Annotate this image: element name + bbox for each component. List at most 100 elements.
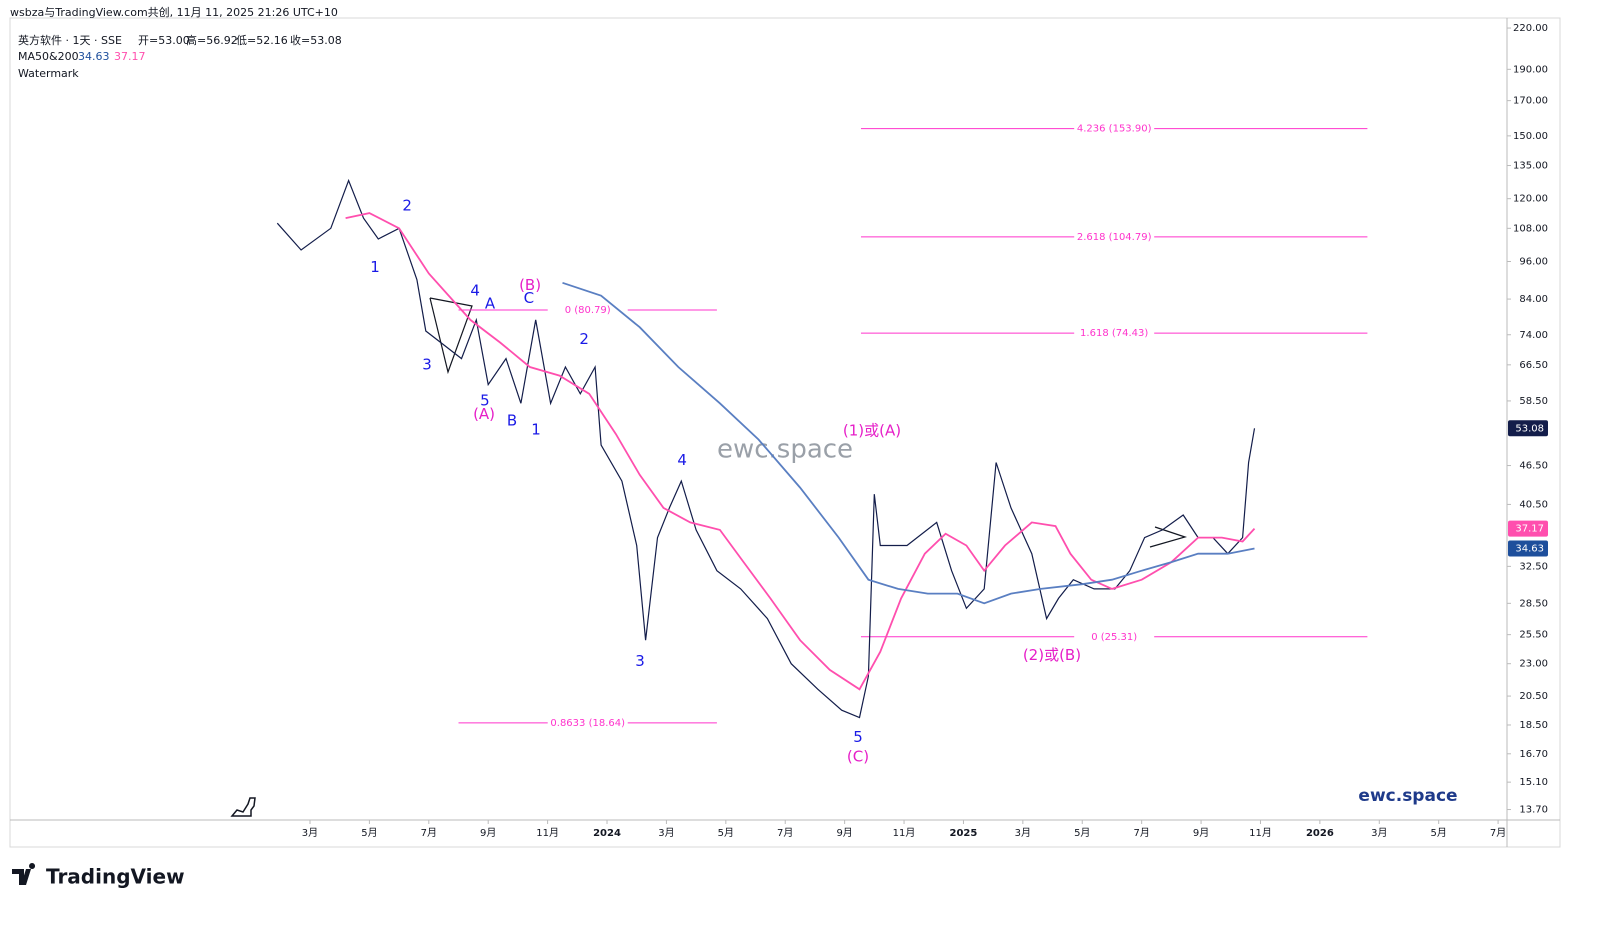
x-tick-label: 11月 [893, 827, 916, 839]
indicator-name: MA50&200 [18, 50, 79, 63]
series-line [562, 281, 1255, 605]
fib-label: 0 (25.31) [1091, 632, 1137, 643]
x-tick-label: 3月 [302, 827, 318, 839]
wave-label: (2)或(B) [1023, 646, 1081, 664]
x-tick-label: 9月 [1193, 827, 1209, 839]
wave-label: (C) [847, 748, 869, 766]
wave-label: 2 [402, 196, 412, 214]
triangle-patterns [429, 297, 1188, 548]
ohlc-close: 收=53.08 [290, 33, 342, 47]
y-tick-label: 15.10 [1519, 777, 1548, 788]
x-tick-label: 9月 [836, 827, 852, 839]
x-tick-label: 5月 [361, 827, 377, 839]
legend-ma200: 34.63 [78, 50, 110, 63]
triangle [1149, 526, 1188, 548]
logo-mark [12, 863, 36, 885]
ohlc-high: 高=56.92 [186, 33, 238, 47]
y-tick-label: 40.50 [1519, 499, 1548, 510]
wave-label: 3 [635, 652, 645, 670]
wave-label: (1)或(A) [843, 421, 901, 439]
y-tick-label: 170.00 [1513, 96, 1548, 107]
y-tick-label: 150.00 [1513, 131, 1548, 142]
frame [9, 17, 1561, 848]
dino-icon [230, 797, 256, 817]
fib-label: 0.8633 (18.64) [550, 718, 625, 729]
x-tick-label: 5月 [718, 827, 734, 839]
y-tick-label: 23.00 [1519, 659, 1548, 670]
wave-label: B [507, 411, 517, 429]
x-tick-label: 11月 [1249, 827, 1272, 839]
y-tick-label: 13.70 [1519, 805, 1548, 816]
price-tag [1508, 540, 1548, 557]
fib-label-bg [1074, 230, 1155, 243]
y-tick-label: 108.00 [1513, 223, 1548, 234]
fib-label: 4.236 (153.90) [1077, 124, 1152, 135]
price-tag-label: 34.63 [1515, 544, 1544, 555]
x-tick-label: 11月 [536, 827, 559, 839]
x-tick-label: 2024 [593, 828, 621, 839]
wave-label: (A) [473, 405, 495, 423]
wave-label: 1 [531, 420, 541, 438]
x-tick-label: 3月 [658, 827, 674, 839]
y-tick-label: 74.00 [1519, 330, 1548, 341]
watermark: ewc.space [717, 435, 853, 465]
fib-label-bg [1074, 122, 1155, 135]
y-tick-label: 66.50 [1519, 360, 1548, 371]
fib-label: 0 (80.79) [565, 305, 611, 316]
y-tick-label: 84.00 [1519, 294, 1548, 305]
wave-label: 5 [853, 728, 863, 746]
y-tick-label: 28.50 [1519, 598, 1548, 609]
x-tick-label: 3月 [1015, 827, 1031, 839]
wave-label: (B) [519, 276, 541, 294]
attribution: wsbza与TradingView.com共创, 11月 11, 2025 21… [10, 6, 338, 19]
y-tick-label: 135.00 [1513, 161, 1548, 172]
price-tag [1508, 420, 1548, 437]
wave-label: 3 [422, 355, 432, 373]
y-tick-label: 120.00 [1513, 194, 1548, 205]
y-tick-label: 16.70 [1519, 749, 1548, 760]
fib-label-bg [547, 304, 628, 317]
x-tick-label: 7月 [421, 827, 437, 839]
footer-brand: TradingView [46, 865, 185, 889]
x-tick-label: 2025 [950, 828, 978, 839]
wave-label: 4 [470, 281, 480, 299]
x-tick-label: 5月 [1430, 827, 1446, 839]
y-tick-label: 25.50 [1519, 630, 1548, 641]
y-tick-label: 96.00 [1519, 256, 1548, 267]
brand-mark: ewc.space [1358, 786, 1457, 806]
symbol-title: 英方软件 · 1天 · SSE [18, 33, 122, 47]
y-tick-label: 32.50 [1519, 561, 1548, 572]
wave-label: A [485, 294, 496, 312]
y-tick-label: 46.50 [1519, 461, 1548, 472]
wave-label: 5 [480, 391, 490, 409]
triangle [429, 297, 473, 375]
x-tick-label: 7月 [777, 827, 793, 839]
x-tick-label: 3月 [1371, 827, 1387, 839]
ohlc-low: 低=52.16 [236, 34, 288, 47]
x-tick-label: 9月 [480, 827, 496, 839]
ohlc-open: 开=53.00 [138, 34, 190, 47]
x-tick-label: 7月 [1490, 827, 1506, 839]
wave-label: C [524, 289, 534, 307]
fib-label: 1.618 (74.43) [1080, 328, 1148, 339]
legend-ma50: 37.17 [114, 50, 146, 63]
legend-watermark: Watermark [18, 67, 79, 80]
x-tick-label: 5月 [1074, 827, 1090, 839]
fib-label-bg [547, 716, 628, 729]
series-line [345, 212, 1256, 691]
price-tag-label: 53.08 [1515, 423, 1544, 434]
fib-label: 2.618 (104.79) [1077, 232, 1152, 243]
fib-label-bg [1074, 630, 1155, 643]
y-tick-label: 190.00 [1513, 64, 1548, 75]
price-tag-label: 37.17 [1515, 524, 1544, 535]
footer-logo: TradingView [12, 863, 185, 889]
y-tick-label: 58.50 [1519, 396, 1548, 407]
x-tick-label: 7月 [1133, 827, 1149, 839]
wave-label: 4 [677, 451, 687, 469]
wave-label: 2 [579, 330, 589, 348]
price-tag [1508, 520, 1548, 537]
y-tick-label: 220.00 [1513, 23, 1548, 34]
